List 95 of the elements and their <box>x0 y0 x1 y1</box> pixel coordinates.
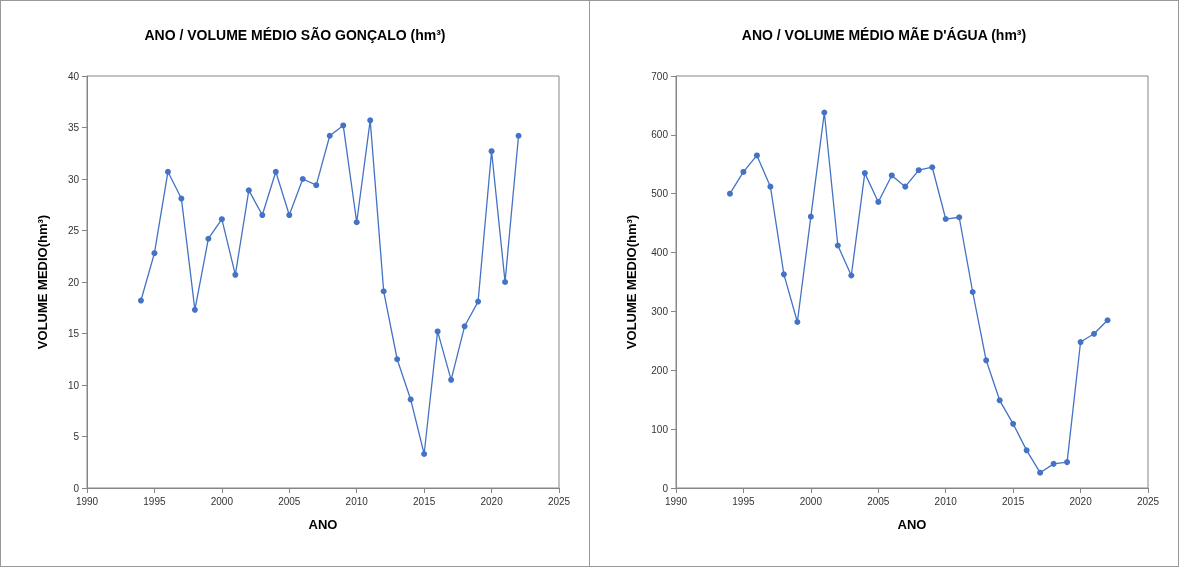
point <box>259 212 266 219</box>
y-tick-label: 5 <box>73 431 80 442</box>
point <box>191 306 198 313</box>
point <box>753 152 760 159</box>
point <box>1010 420 1017 427</box>
point <box>1077 339 1084 346</box>
x-tick-label: 2025 <box>547 495 571 507</box>
y-tick-label: 200 <box>651 364 669 376</box>
x-axis-title: ANO <box>308 517 338 532</box>
x-tick-label: 1990 <box>664 495 688 507</box>
point <box>794 319 801 326</box>
x-tick-label: 2010 <box>345 495 369 507</box>
point <box>861 170 868 177</box>
point <box>232 271 239 278</box>
y-tick-label: 600 <box>651 129 669 141</box>
chart-title: ANO / VOLUME MÉDIO MÃE D'ÁGUA (hm³) <box>741 26 1027 43</box>
point <box>502 279 509 285</box>
point <box>1037 469 1044 476</box>
point <box>205 235 212 242</box>
x-axis-title: ANO <box>897 517 927 532</box>
point <box>780 271 787 278</box>
point <box>915 167 922 174</box>
point <box>286 212 293 219</box>
point <box>956 214 963 221</box>
point <box>326 132 333 139</box>
y-tick-label: 10 <box>67 379 80 391</box>
point <box>1023 447 1030 454</box>
y-tick-label: 30 <box>67 173 80 185</box>
x-tick-label: 2000 <box>210 495 234 507</box>
y-tick-label: 700 <box>651 70 669 82</box>
point <box>1064 459 1071 466</box>
y-tick-label: 0 <box>73 482 80 494</box>
point <box>137 297 144 304</box>
x-tick-label: 2010 <box>934 495 958 507</box>
x-tick-label: 2025 <box>1136 495 1160 507</box>
y-tick-label: 35 <box>67 122 80 133</box>
point <box>340 122 347 129</box>
y-tick-label: 300 <box>651 305 669 317</box>
y-tick-label: 0 <box>662 482 669 494</box>
x-tick-label: 2005 <box>867 495 890 507</box>
point <box>272 168 279 175</box>
x-tick-label: 2020 <box>480 495 504 507</box>
point <box>367 117 374 124</box>
point <box>164 168 171 175</box>
point <box>313 182 320 189</box>
point <box>461 323 468 330</box>
point <box>353 219 360 226</box>
x-tick-label: 2020 <box>1069 495 1093 507</box>
point <box>996 397 1003 404</box>
point <box>380 288 387 295</box>
point <box>807 213 814 220</box>
chart-title: ANO / VOLUME MÉDIO SÃO GONÇALO (hm³) <box>144 26 446 43</box>
x-tick-label: 2015 <box>1002 495 1025 507</box>
point <box>394 356 401 363</box>
x-tick-label: 1990 <box>75 495 99 507</box>
point <box>1104 317 1111 324</box>
x-tick-label: 1995 <box>732 495 755 507</box>
point <box>1091 330 1098 337</box>
y-tick-label: 100 <box>651 423 669 435</box>
x-tick-label: 2005 <box>278 495 301 507</box>
point <box>515 132 522 139</box>
point <box>1050 460 1057 467</box>
y-tick-label: 500 <box>651 188 669 200</box>
point <box>767 183 774 190</box>
point <box>902 183 909 190</box>
x-tick-label: 2000 <box>799 495 823 507</box>
point <box>983 357 990 364</box>
point <box>421 451 428 458</box>
point <box>434 328 441 335</box>
point <box>834 242 841 249</box>
y-axis-title: VOLUME MEDIO(hm³) <box>624 214 639 350</box>
point <box>245 187 252 194</box>
point <box>929 164 936 171</box>
point <box>299 176 306 182</box>
point <box>726 190 733 197</box>
y-tick-label: 25 <box>67 225 80 236</box>
y-tick-label: 40 <box>67 70 80 82</box>
point <box>875 198 882 205</box>
point <box>488 148 495 155</box>
point <box>151 250 158 257</box>
point <box>888 172 895 179</box>
x-tick-label: 1995 <box>143 495 166 507</box>
point <box>969 289 976 295</box>
point <box>942 216 949 223</box>
y-tick-label: 20 <box>67 276 80 288</box>
y-tick-label: 15 <box>67 328 80 339</box>
y-axis-title: VOLUME MEDIO(hm³) <box>35 214 50 350</box>
point <box>178 195 185 202</box>
point <box>407 396 414 403</box>
point <box>448 376 455 383</box>
point <box>475 298 482 305</box>
point <box>740 168 747 175</box>
y-tick-label: 400 <box>651 247 669 259</box>
x-tick-label: 2015 <box>413 495 436 507</box>
point <box>218 216 225 223</box>
